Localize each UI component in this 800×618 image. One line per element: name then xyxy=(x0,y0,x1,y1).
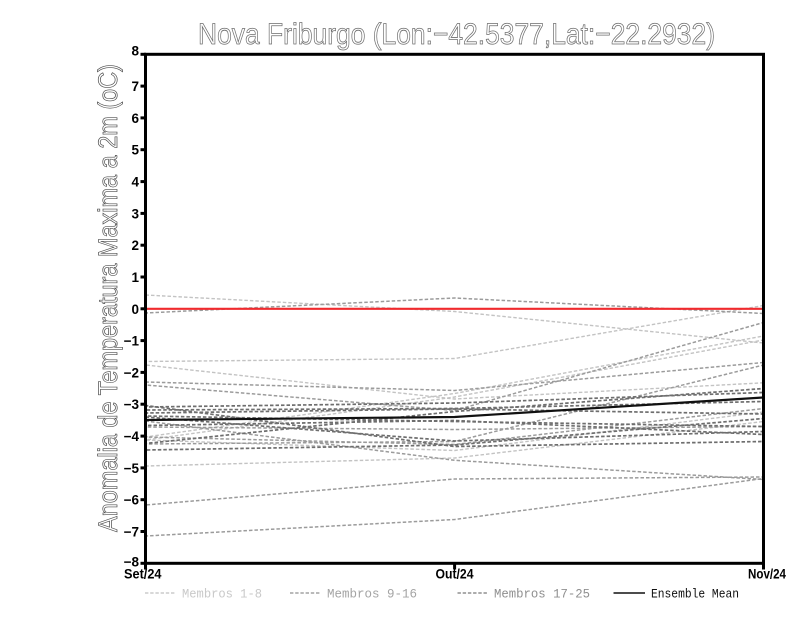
svg-text:0: 0 xyxy=(131,302,139,317)
svg-text:2: 2 xyxy=(131,238,139,253)
svg-text:Membros 1-8: Membros 1-8 xyxy=(182,587,262,602)
svg-text:−2: −2 xyxy=(124,365,139,380)
svg-text:Membros 17-25: Membros 17-25 xyxy=(494,587,590,602)
svg-text:−1: −1 xyxy=(124,334,140,349)
svg-text:−7: −7 xyxy=(124,525,139,540)
svg-text:1: 1 xyxy=(131,270,139,285)
svg-text:Membros 9-16: Membros 9-16 xyxy=(327,587,417,602)
svg-text:6: 6 xyxy=(131,111,139,126)
svg-text:Anomalia de Temperatura Maxima: Anomalia de Temperatura Maxima a 2m (oC) xyxy=(93,64,123,532)
svg-text:7: 7 xyxy=(131,79,139,94)
svg-text:−5: −5 xyxy=(124,461,140,476)
svg-text:Set/24: Set/24 xyxy=(124,566,162,582)
svg-text:−8: −8 xyxy=(124,554,140,569)
svg-text:Nov/24: Nov/24 xyxy=(748,566,786,582)
svg-text:Out/24: Out/24 xyxy=(436,566,474,582)
svg-text:−4: −4 xyxy=(124,429,140,444)
svg-text:8: 8 xyxy=(131,44,139,59)
svg-text:3: 3 xyxy=(131,206,139,221)
svg-text:Nova Friburgo (Lon:−42.5377,La: Nova Friburgo (Lon:−42.5377,Lat:−22.2932… xyxy=(198,18,715,51)
svg-text:5: 5 xyxy=(131,143,139,158)
svg-text:−3: −3 xyxy=(124,397,140,412)
svg-text:−6: −6 xyxy=(124,493,140,508)
svg-text:4: 4 xyxy=(131,175,139,190)
svg-text:Ensemble Mean: Ensemble Mean xyxy=(651,587,739,602)
